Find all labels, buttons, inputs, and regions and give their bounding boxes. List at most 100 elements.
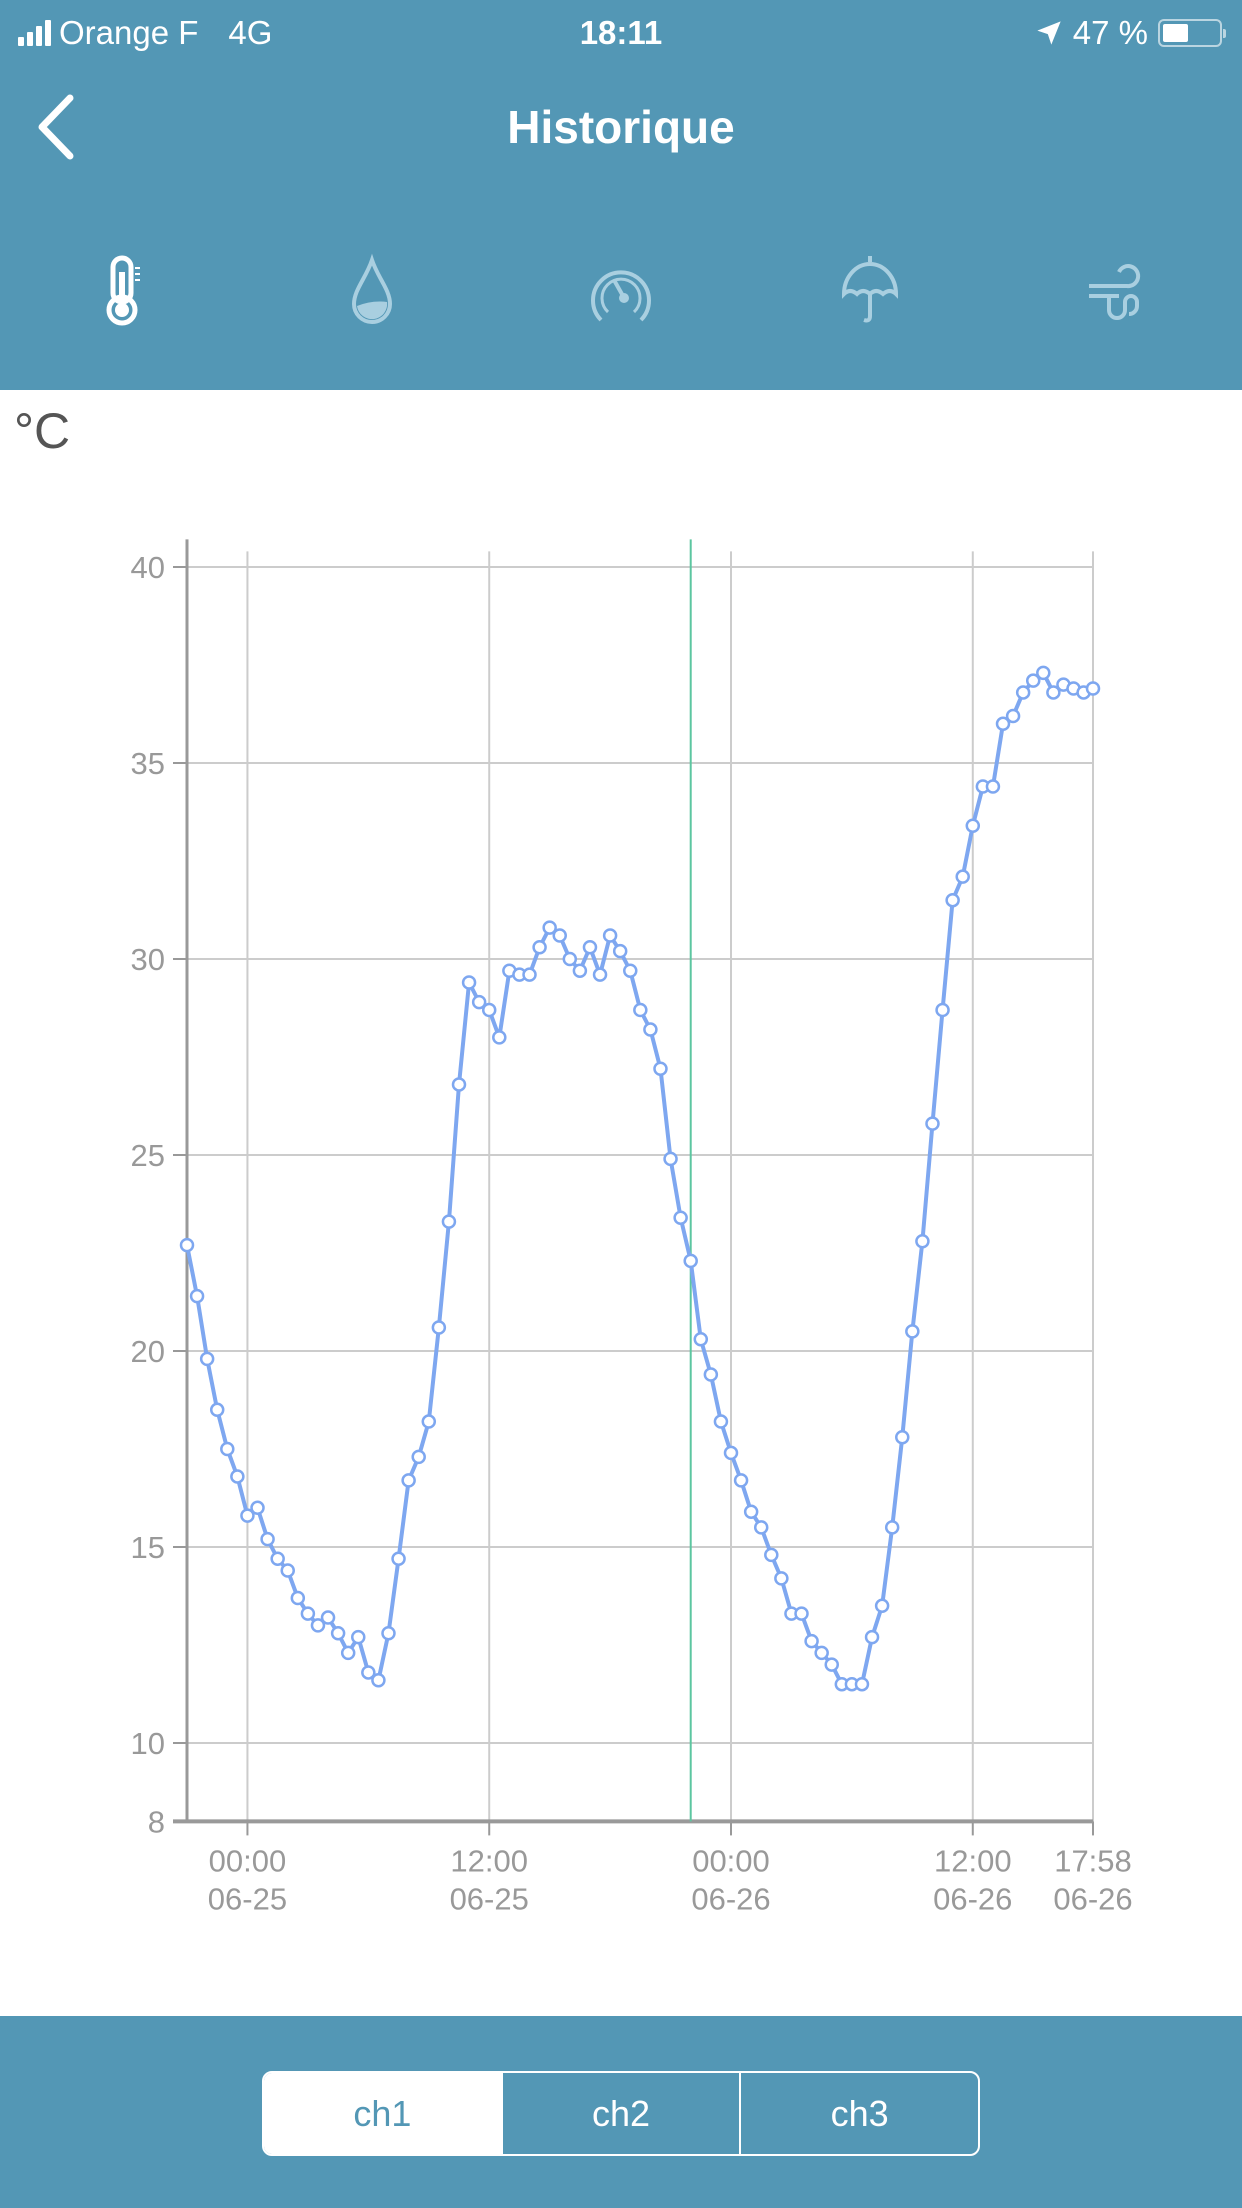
data-point [824,1657,839,1672]
data-point [884,1520,900,1535]
x-tick-label-date: 06-25 [208,1881,287,1916]
channel-ch2-button[interactable]: ch2 [500,2073,740,2154]
data-point [310,1618,326,1633]
data-point [703,1367,719,1382]
data-point [220,1441,235,1457]
rain-umbrella-icon[interactable] [830,250,910,330]
data-point [199,1351,215,1367]
header: Orange F 4G 18:11 47 % Historique [0,0,1242,390]
data-point [230,1469,245,1484]
pressure-gauge-icon[interactable] [581,250,661,330]
data-point [804,1633,819,1649]
data-point [743,1504,759,1519]
data-point [693,1331,709,1347]
y-tick-label: 8 [148,1804,165,1839]
battery-percent: 47 % [1072,14,1148,51]
data-point [995,716,1011,732]
data-point [965,818,981,833]
data-point [290,1590,306,1606]
y-tick-label: 20 [131,1334,165,1369]
data-point [411,1449,426,1465]
data-point [895,1429,910,1445]
battery-icon [1158,19,1226,47]
y-tick-label: 15 [131,1530,165,1565]
carrier-name: Orange F [59,14,199,51]
data-point [1036,665,1051,681]
data-point [260,1531,275,1547]
temperature-series-line [185,670,1094,1687]
data-point [623,963,638,979]
data-point [270,1551,285,1567]
data-point [481,1002,497,1018]
data-point [814,1645,829,1661]
data-point [723,1445,739,1461]
page-title: Historique [507,101,735,153]
data-point [1025,673,1041,688]
data-point [864,1629,880,1645]
data-point [774,1571,789,1586]
data-point [572,963,588,979]
data-point [592,967,608,982]
data-point [612,943,628,959]
data-point [441,1214,457,1229]
back-chevron-icon[interactable] [30,92,80,162]
data-point [985,779,1001,794]
data-point [955,869,970,884]
data-point [713,1414,729,1429]
status-bar: Orange F 4G 18:11 47 % [0,10,1242,60]
data-point [925,1116,940,1131]
x-tick-label-time: 00:00 [209,1843,287,1878]
data-point [753,1520,769,1535]
channel-ch1-button[interactable]: ch1 [264,2073,501,2154]
y-tick-label: 40 [131,550,165,585]
humidity-drop-icon[interactable] [332,250,412,330]
sensor-tabs [0,250,1242,330]
data-point [209,1402,225,1418]
data-point [653,1061,668,1077]
data-point [562,951,578,967]
network-type: 4G [228,14,273,51]
data-point [381,1625,396,1641]
data-point [371,1673,386,1688]
x-tick-label-date: 06-26 [1053,1881,1132,1916]
data-point [602,928,618,943]
data-point [633,1002,648,1018]
signal-icon [18,20,51,46]
data-point [1005,708,1021,724]
data-point [542,920,557,935]
data-point [340,1645,356,1661]
data-point [401,1473,416,1488]
temperature-chart[interactable]: 00:0006-2512:0006-2500:0006-2612:0006-26… [0,520,1242,1920]
data-point [351,1629,366,1645]
data-point [492,1030,507,1045]
channel-ch3-button[interactable]: ch3 [739,2073,978,2154]
data-point [391,1551,406,1567]
data-point [240,1508,255,1523]
x-tick-label-time: 12:00 [934,1843,1012,1878]
thermometer-icon[interactable] [83,250,163,330]
x-tick-label-date: 06-26 [691,1881,770,1916]
data-point [683,1253,698,1269]
data-point [874,1598,890,1614]
unit-label: °C [14,403,71,459]
data-point [794,1606,809,1621]
data-point [421,1414,437,1429]
data-point [643,1022,658,1037]
x-tick-label-time: 00:00 [692,1843,770,1878]
data-point [935,1002,950,1018]
data-point [1085,681,1101,696]
data-point [320,1610,336,1625]
x-tick-label-date: 06-26 [933,1881,1012,1916]
x-tick-label-time: 12:00 [450,1843,528,1878]
wind-icon[interactable] [1079,250,1159,330]
data-point [522,967,537,982]
data-point [532,939,547,955]
data-point [431,1320,447,1335]
y-tick-label: 25 [131,1138,165,1173]
data-point [945,892,960,908]
data-point [1046,685,1061,700]
data-point [280,1563,295,1578]
data-point [1015,685,1031,700]
x-tick-label-time: 17:58 [1054,1843,1132,1878]
y-tick-label: 10 [131,1726,165,1761]
